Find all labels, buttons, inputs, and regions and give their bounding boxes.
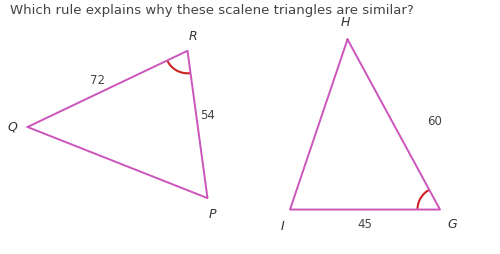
Text: 60: 60 [428,115,442,129]
Text: Q: Q [8,120,18,134]
Text: H: H [340,16,349,29]
Text: 45: 45 [358,218,372,231]
Text: I: I [280,219,284,233]
Text: G: G [448,218,458,231]
Text: 72: 72 [90,73,105,87]
Text: Which rule explains why these scalene triangles are similar?: Which rule explains why these scalene tr… [10,4,414,17]
Text: 54: 54 [200,109,215,122]
Text: R: R [188,30,197,43]
Text: P: P [209,208,216,221]
